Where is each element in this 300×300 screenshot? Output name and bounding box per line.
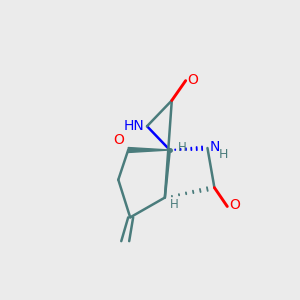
Text: H: H — [170, 198, 178, 211]
Text: O: O — [229, 199, 240, 212]
Polygon shape — [128, 148, 170, 152]
Text: HN: HN — [123, 119, 144, 133]
Text: H: H — [178, 140, 187, 154]
Text: H: H — [218, 148, 228, 161]
Text: O: O — [188, 73, 199, 87]
Text: N: N — [209, 140, 220, 154]
Text: O: O — [113, 133, 124, 147]
